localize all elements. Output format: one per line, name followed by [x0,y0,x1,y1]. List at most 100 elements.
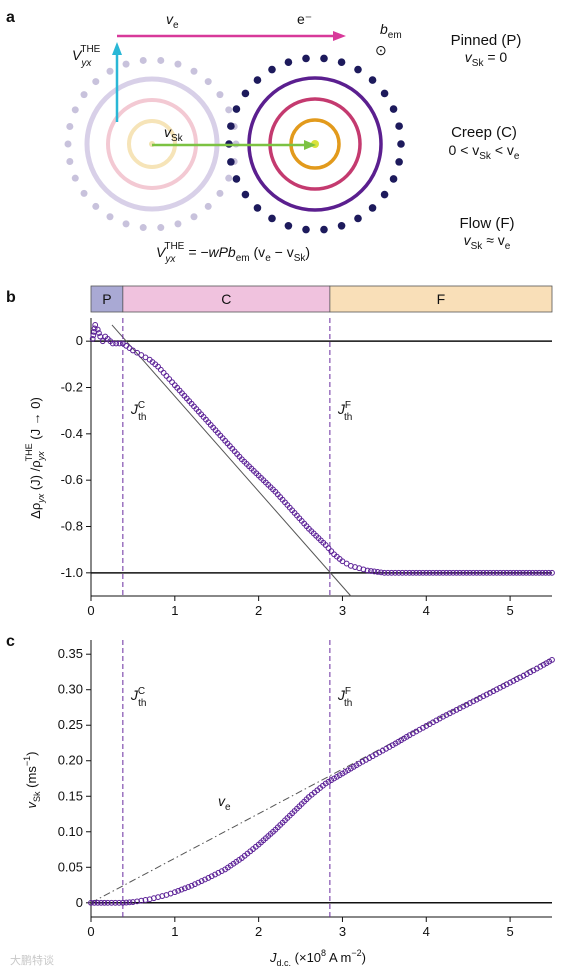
data-point [513,676,520,683]
regime-creep: Creep (C) 0 < vSk < ve [449,124,520,162]
data-point [119,899,126,906]
data-point [374,569,381,575]
panel-b: b P C F 0 1 2 3 4 5 0 -0.2 -0.4 -0.6 -0.8 -1.0 JC th JF t… [6,285,555,618]
panel-b-plot: 0 1 2 3 4 5 0 -0.2 -0.4 -0.6 -0.8 -1.0 JC th JF th [61,318,555,618]
panel-c-letter: c [6,633,15,650]
ghost-dot [225,106,233,114]
data-point [532,569,539,576]
vsk-label: vSk [164,124,184,144]
data-point [195,879,202,886]
ghost-dot [122,60,130,68]
data-point [500,683,507,689]
skyrmion-dot [354,65,362,74]
data-point [513,569,520,576]
data-point [497,684,503,691]
data-point [160,369,167,376]
data-point [91,325,98,332]
data-point [185,884,192,890]
data-point [523,569,530,576]
panel-c-xlabel: Jd.c. (×108 A m−2) [269,948,366,968]
threshold-label: JC th [130,686,147,709]
data-point [96,330,102,336]
y-tick-label: 0 [76,333,83,348]
skyrmion-dot [389,175,398,183]
data-point [371,568,378,575]
skyrmion-dot [284,221,293,230]
skyrmion-dot [337,58,346,67]
skyrmion-dot [268,65,276,74]
x-tick-label: 1 [171,603,178,618]
y-tick-label: 0.15 [58,788,83,803]
data-point [503,681,510,688]
data-point [90,332,97,339]
data-point [466,569,473,576]
x-tick-label: 5 [506,924,513,939]
skyrmion-dot [380,190,389,199]
data-point [426,569,433,576]
ghost-dot [106,67,114,75]
data-point [403,569,409,576]
data-point [507,679,513,686]
vthe-label: VyxTHE [72,44,101,69]
data-point [456,569,463,576]
data-point [440,569,446,576]
panel-c-plot: 0 1 2 3 4 5 0 0.05 0.10 0.15 0.20 0.25 0.30 0.35 JC th J… [58,640,555,939]
skyrmion-dot [227,122,235,130]
regime-pinned: Pinned (P) vSk = 0 [451,32,522,69]
data-point [510,569,517,576]
data-point [473,569,480,576]
data-point [166,376,173,382]
watermark: 大鹏特谈 [10,953,54,967]
ghost-dot [139,56,147,64]
data-point [116,899,122,906]
ghost-dot [106,213,114,221]
skyrmion-dot [320,225,328,234]
data-point [116,340,123,347]
data-point [395,569,402,576]
data-point [529,569,536,576]
data-point [536,569,543,576]
data-point [520,672,527,679]
skyrmion-dot [368,76,377,84]
x-tick-label: 5 [506,603,513,618]
data-point [473,696,480,703]
data-point [526,569,533,576]
regime-flow-formula: vSk ≈ ve [464,232,511,252]
skyrmion-dot [302,54,310,63]
y-tick-label: 0.05 [58,859,83,874]
regime-band-label: P [102,291,111,307]
data-point [463,701,470,708]
regime-creep-title: Creep (C) [451,124,517,141]
data-point [542,569,549,576]
data-point [99,338,106,345]
data-point [130,899,136,905]
skyrmion-dot [337,221,346,230]
regime-band [90,285,124,313]
data-point [188,882,195,889]
data-point [89,335,96,342]
data-point [483,691,490,698]
data-point [456,705,463,712]
data-point [364,567,371,574]
panel-a: a ve e⁻ bem ⊙ VyxTHE [6,9,521,265]
data-point [503,569,510,576]
ghost-dot [92,78,100,86]
data-point [112,899,119,906]
data-point [549,569,555,576]
data-point [343,560,350,567]
data-point [443,712,450,718]
skyrmion [225,54,405,234]
data-point [94,899,101,906]
data-point [109,340,116,347]
ve-line [90,657,553,904]
data-point [416,569,423,576]
data-point [470,698,477,705]
y-tick-label: -0.2 [61,380,83,395]
data-point [169,379,175,385]
skyrmion-dot [368,204,377,212]
data-point [134,349,141,356]
x-tick-label: 0 [87,603,94,618]
data-point [539,569,546,576]
regime-flow-title: Flow (F) [460,215,515,232]
